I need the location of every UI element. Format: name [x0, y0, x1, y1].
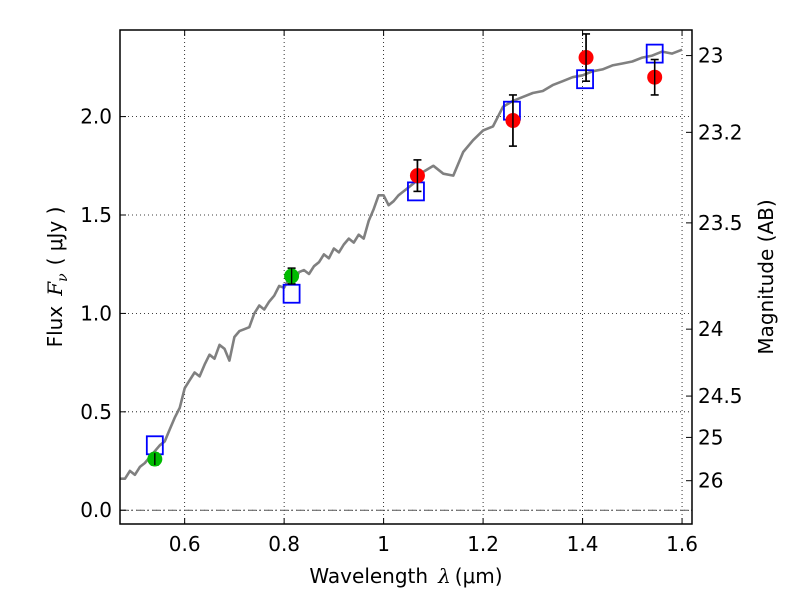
y2-tick-label: 24	[698, 317, 723, 341]
x-tick-label: 1.6	[666, 532, 698, 556]
y2-tick-label: 24.5	[698, 384, 743, 408]
y2-tick-label: 25	[698, 425, 723, 449]
y2-axis-label: Magnitude (AB)	[754, 199, 778, 354]
grid	[120, 30, 692, 524]
y2-tick-label: 23.5	[698, 211, 743, 235]
y-tick-label: 2.0	[80, 105, 112, 129]
y-tick-label: 0.0	[80, 498, 112, 522]
y-tick-label: 1.0	[80, 301, 112, 325]
y2-tick-label: 23.2	[698, 120, 743, 144]
y-tick-label: 1.5	[80, 203, 112, 227]
model-spectrum	[120, 48, 683, 481]
y2-tick-label: 26	[698, 469, 723, 493]
x-tick-label: 0.6	[169, 532, 201, 556]
plot-frame	[119, 29, 693, 525]
x-tick-label: 1	[377, 532, 390, 556]
model-photometry-square	[282, 283, 301, 304]
spectrum-line	[120, 48, 683, 481]
x-axis-label: Wavelength λ (μm)	[309, 564, 502, 588]
model-photometry-square	[576, 69, 594, 90]
y2-tick-label: 23	[698, 44, 723, 68]
y-tick-label: 0.5	[80, 400, 112, 424]
x-tick-label: 1.4	[567, 532, 599, 556]
photometry-markers	[145, 33, 664, 467]
y-axis-label: FluxFν( μJy )	[43, 207, 71, 348]
x-tick-label: 0.8	[268, 532, 300, 556]
axis-ticks: 0.6 0.8 1 1.2 1.4 1.6 0.0 0.5 1.0 1.5 2.0 23 23.2 23.…	[80, 30, 743, 556]
x-tick-label: 1.2	[467, 532, 499, 556]
